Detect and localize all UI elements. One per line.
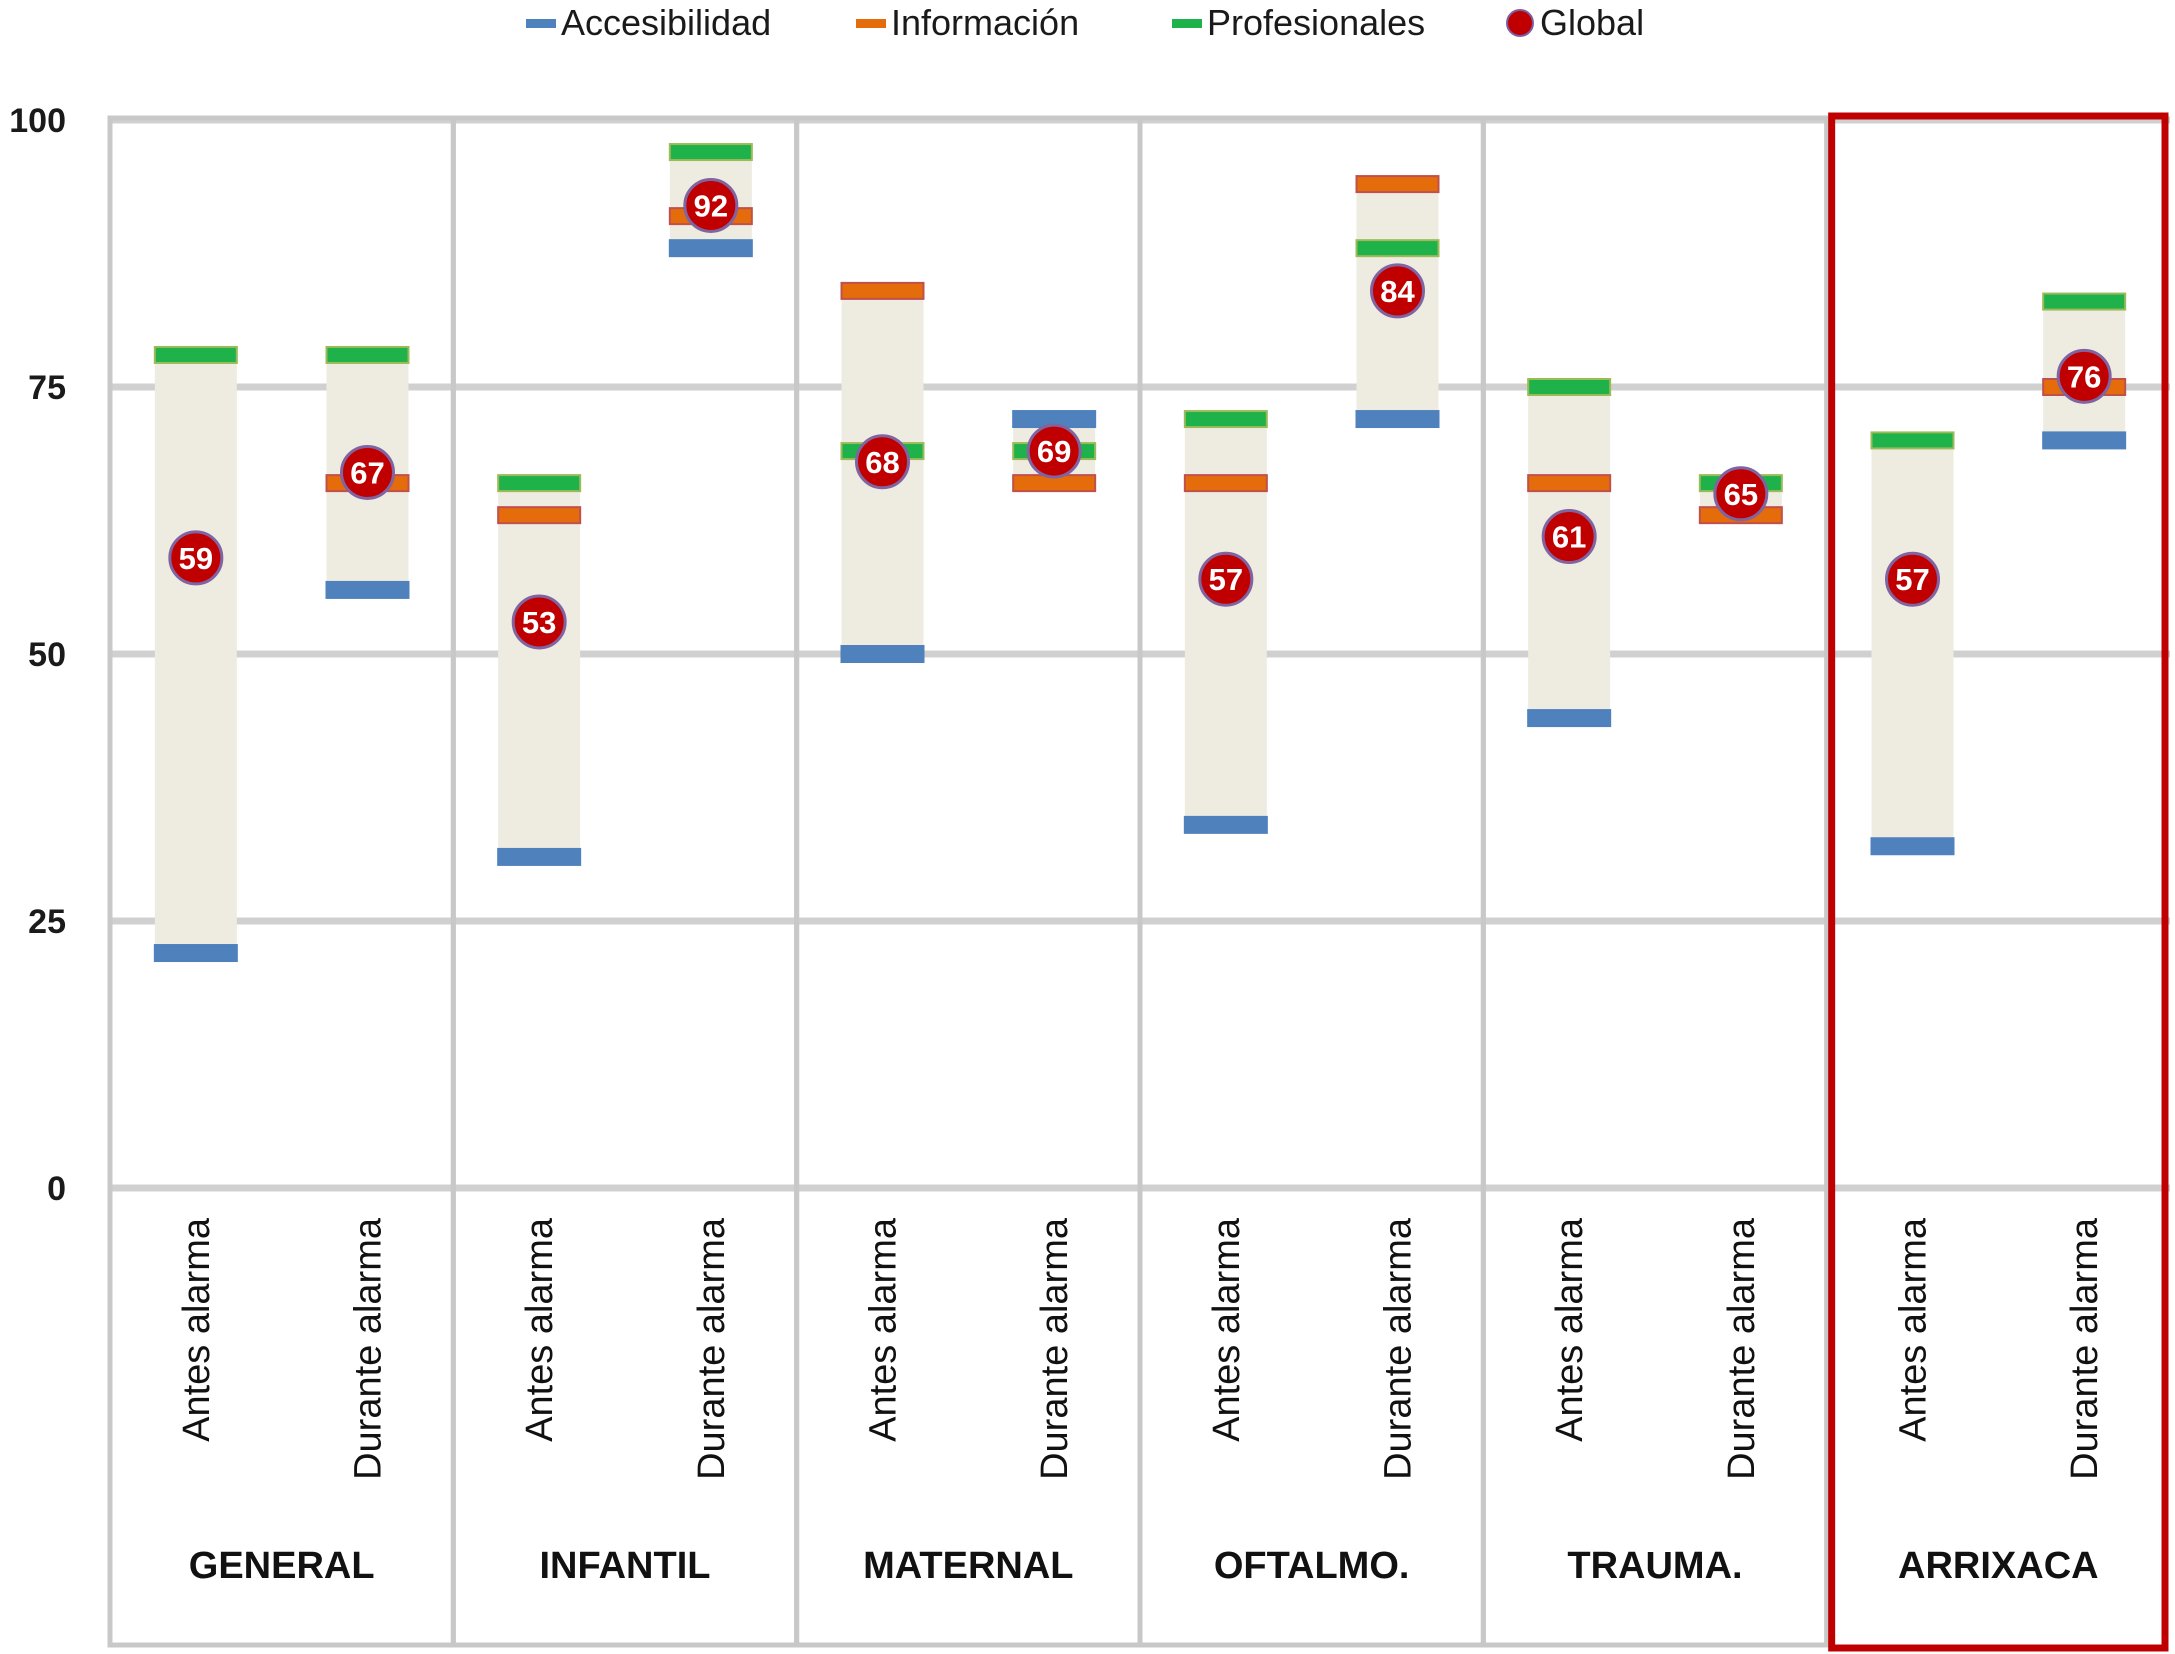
accesibilidad-marker [2042, 431, 2127, 450]
group-label: MATERNAL [863, 1545, 1073, 1587]
category-label: Durante alarma [1378, 1217, 1420, 1480]
highlight-frame [1828, 112, 2169, 1652]
range-band [154, 354, 237, 954]
chart-marks: 59 67 53 92 68 69 57 84 61 65 57 76 [153, 143, 2127, 963]
global-value-label: 65 [1724, 477, 1758, 512]
global-marker [2056, 348, 2112, 404]
legend-swatch-accesibilidad [526, 18, 556, 28]
accesibilidad-marker [1183, 815, 1268, 834]
informacion-marker [1183, 474, 1268, 493]
legend-swatch-profesionales [1172, 18, 1202, 28]
y-axis: 0 25 50 75 100 [9, 102, 66, 1208]
accesibilidad-marker [1527, 709, 1612, 728]
profesionales-marker [1183, 410, 1268, 429]
informacion-marker [497, 506, 582, 525]
profesionales-marker [1355, 239, 1440, 258]
category-label: Antes alarma [176, 1217, 218, 1442]
profesionales-marker [325, 345, 410, 364]
accesibilidad-marker [1870, 837, 1955, 856]
profesionales-marker [2042, 292, 2127, 311]
category-label: Antes alarma [1206, 1217, 1248, 1442]
informacion-marker [1527, 474, 1612, 493]
accesibilidad-marker [668, 239, 753, 258]
global-value-label: 61 [1552, 520, 1586, 555]
legend-item-informacion: Información [856, 2, 1079, 44]
accesibilidad-marker [1355, 410, 1440, 429]
global-marker [683, 177, 739, 233]
y-tick-label: 75 [28, 369, 66, 407]
category-label: Durante alarma [691, 1217, 733, 1480]
global-value-label: 84 [1380, 274, 1415, 309]
x-axis: GENERAL Antes alarma Durante alarma INFANTI… [176, 1217, 2106, 1587]
global-value-label: 92 [694, 188, 728, 223]
accesibilidad-marker [153, 944, 238, 963]
group-label: INFANTIL [540, 1545, 711, 1587]
informacion-marker [1355, 175, 1440, 194]
profesionales-marker [497, 474, 582, 493]
legend-item-profesionales: Profesionales [1172, 2, 1425, 44]
group-frames [107, 115, 1830, 1648]
group-frame [1480, 115, 1830, 1648]
global-value-label: 57 [1209, 562, 1243, 597]
legend-label-accesibilidad: Accesibilidad [561, 2, 772, 43]
accesibilidad-marker [840, 645, 925, 663]
category-label: Antes alarma [519, 1217, 561, 1442]
global-marker [1541, 509, 1597, 565]
global-marker [168, 530, 224, 586]
global-value-label: 53 [522, 605, 556, 640]
group-label: ARRIXACA [1898, 1545, 2099, 1587]
y-tick-label: 0 [47, 1170, 66, 1208]
global-value-label: 57 [1895, 562, 1929, 597]
accesibilidad-marker [497, 847, 582, 866]
category-label: Durante alarma [1721, 1217, 1763, 1480]
legend-label-global: Global [1540, 2, 1645, 43]
legend-label-profesionales: Profesionales [1207, 2, 1426, 43]
profesionales-marker [668, 143, 753, 162]
y-tick-label: 100 [9, 102, 66, 140]
y-tick-label: 50 [28, 636, 66, 674]
global-value-label: 76 [2067, 359, 2101, 394]
category-label: Antes alarma [1893, 1217, 1935, 1442]
group-frame [450, 115, 800, 1648]
global-value-label: 59 [179, 541, 213, 576]
global-marker [1713, 466, 1769, 522]
profesionales-marker [1527, 378, 1612, 396]
global-marker [340, 444, 395, 500]
legend-marker-global [1506, 9, 1534, 37]
legend-item-accesibilidad: Accesibilidad [526, 2, 771, 44]
range-band [498, 483, 581, 857]
group-label: TRAUMA. [1567, 1545, 1742, 1587]
group-label: OFTALMO. [1214, 1545, 1410, 1587]
highlight-frame-rect [1828, 112, 2169, 1652]
global-marker [855, 434, 910, 490]
category-label: Durante alarma [348, 1217, 390, 1480]
global-marker [511, 594, 567, 650]
global-value-label: 67 [350, 455, 384, 490]
legend-label-informacion: Información [891, 2, 1080, 43]
y-tick-label: 25 [28, 903, 66, 941]
category-label: Antes alarma [863, 1217, 905, 1442]
legend: Accesibilidad Información Profesionales … [0, 0, 2175, 50]
profesionales-marker [153, 345, 238, 364]
accesibilidad-marker [325, 580, 410, 599]
informacion-marker [840, 281, 925, 300]
range-band [1871, 440, 1954, 847]
legend-item-global: Global [1506, 2, 1644, 44]
global-marker [1198, 551, 1254, 607]
global-value-label: 68 [865, 445, 899, 480]
global-marker [1026, 423, 1082, 479]
profesionales-marker [1870, 431, 1955, 450]
global-marker [1370, 263, 1425, 319]
legend-swatch-informacion [856, 18, 886, 28]
global-value-label: 69 [1037, 434, 1071, 469]
category-label: Durante alarma [2064, 1217, 2106, 1480]
group-label: GENERAL [189, 1545, 375, 1587]
category-label: Durante alarma [1034, 1217, 1076, 1480]
global-marker [1885, 551, 1940, 607]
category-label: Antes alarma [1549, 1217, 1591, 1442]
